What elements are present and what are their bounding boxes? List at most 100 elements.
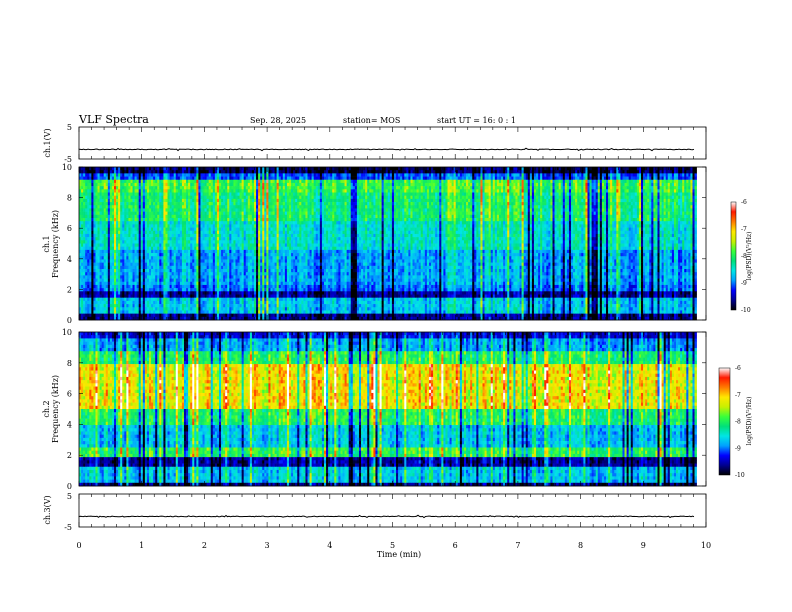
spectrogram-cell xyxy=(316,183,318,186)
spectrogram-cell xyxy=(283,218,285,221)
spectrogram-cell xyxy=(330,183,332,186)
spectrogram-cell xyxy=(464,205,466,208)
spectrogram-cell xyxy=(618,170,620,173)
spectrogram-cell xyxy=(608,208,610,211)
spectrogram-cell xyxy=(233,170,235,173)
spectrogram-cell xyxy=(538,167,540,170)
spectrogram-cell xyxy=(695,208,697,211)
spectrogram-cell xyxy=(340,186,342,189)
spectrogram-cell xyxy=(235,215,237,218)
spectrogram-cell xyxy=(139,196,141,199)
spectrogram-cell xyxy=(485,189,487,192)
spectrogram-cell xyxy=(616,205,618,208)
spectrogram-cell xyxy=(651,202,653,205)
spectrogram-cell xyxy=(567,208,569,211)
spectrogram-cell xyxy=(353,199,355,202)
spectrogram-cell xyxy=(546,177,548,180)
spectrogram-cell xyxy=(672,199,674,202)
spectrogram-cell xyxy=(548,186,550,189)
spectrogram-cell xyxy=(85,212,87,215)
spectrogram-cell xyxy=(161,215,163,218)
spectrogram-cell xyxy=(470,183,472,186)
spectrogram-cell xyxy=(507,180,509,183)
spectrogram-cell xyxy=(625,170,627,173)
spectrogram-cell xyxy=(207,186,209,189)
spectrogram-cell xyxy=(264,208,266,211)
spectrogram-cell xyxy=(260,196,262,199)
spectrogram-cell xyxy=(493,196,495,199)
spectrogram-cell xyxy=(460,199,462,202)
spectrogram-cell xyxy=(536,215,538,218)
spectrogram-cell xyxy=(235,208,237,211)
spectrogram-cell xyxy=(421,177,423,180)
spectrogram-cell xyxy=(635,196,637,199)
spectrogram-cell xyxy=(491,202,493,205)
spectrogram-cell xyxy=(505,212,507,215)
spectrogram-cell xyxy=(618,189,620,192)
spectrogram-cell xyxy=(168,202,170,205)
spectrogram-cell xyxy=(622,215,624,218)
spectrogram-cell xyxy=(542,167,544,170)
spectrogram-cell xyxy=(299,177,301,180)
spectrogram-cell xyxy=(363,218,365,221)
spectrogram-cell xyxy=(137,186,139,189)
spectrogram-cell xyxy=(170,167,172,170)
spectrogram-cell xyxy=(297,186,299,189)
spectrogram-cell xyxy=(435,212,437,215)
spectrogram-cell xyxy=(627,212,629,215)
spectrogram-cell xyxy=(137,215,139,218)
spectrogram-cell xyxy=(476,202,478,205)
spectrogram-cell xyxy=(168,180,170,183)
spectrogram-cell xyxy=(180,180,182,183)
spectrogram-cell xyxy=(277,183,279,186)
spectrogram-cell xyxy=(207,202,209,205)
spectrogram-cell xyxy=(149,186,151,189)
spectrogram-cell xyxy=(153,189,155,192)
spectrogram-cell xyxy=(240,193,242,196)
spectrogram-cell xyxy=(219,180,221,183)
spectrogram-cell xyxy=(456,173,458,176)
spectrogram-cell xyxy=(277,212,279,215)
spectrogram-cell xyxy=(672,189,674,192)
spectrogram-cell xyxy=(413,208,415,211)
spectrogram-cell xyxy=(474,193,476,196)
spectrogram-cell xyxy=(610,193,612,196)
spectrogram-cell xyxy=(351,193,353,196)
spectrogram-cell xyxy=(485,208,487,211)
spectrogram-cell xyxy=(322,196,324,199)
spectrogram-cell xyxy=(546,196,548,199)
spectrogram-cell xyxy=(89,202,91,205)
spectrogram-cell xyxy=(542,173,544,176)
spectrogram-cell xyxy=(85,177,87,180)
spectrogram-cell xyxy=(501,199,503,202)
spectrogram-cell xyxy=(264,199,266,202)
spectrogram-cell xyxy=(163,183,165,186)
spectrogram-cell xyxy=(83,212,85,215)
spectrogram-cell xyxy=(223,173,225,176)
spectrogram-cell xyxy=(507,196,509,199)
spectrogram-cell xyxy=(371,205,373,208)
spectrogram-cell xyxy=(299,218,301,221)
spectrogram-cell xyxy=(413,202,415,205)
spectrogram-cell xyxy=(695,212,697,215)
spectrogram-cell xyxy=(690,180,692,183)
spectrogram-cell xyxy=(320,205,322,208)
spectrogram-cell xyxy=(610,196,612,199)
spectrogram-cell xyxy=(666,193,668,196)
spectrogram-cell xyxy=(312,202,314,205)
spectrogram-cell xyxy=(458,177,460,180)
spectrogram-cell xyxy=(670,212,672,215)
spectrogram-cell xyxy=(421,202,423,205)
spectrogram-cell xyxy=(258,199,260,202)
spectrogram-cell xyxy=(668,189,670,192)
spectrogram-cell xyxy=(250,186,252,189)
spectrogram-cell xyxy=(629,180,631,183)
spectrogram-cell xyxy=(168,183,170,186)
spectrogram-cell xyxy=(205,196,207,199)
spectrogram-cell xyxy=(408,202,410,205)
spectrogram-cell xyxy=(176,167,178,170)
spectrogram-cell xyxy=(489,196,491,199)
spectrogram-cell xyxy=(287,177,289,180)
spectrogram-cell xyxy=(480,186,482,189)
spectrogram-cell xyxy=(375,208,377,211)
